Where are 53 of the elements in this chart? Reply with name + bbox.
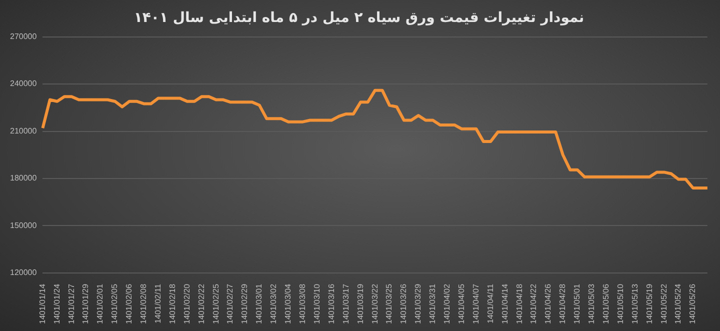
y-tick-label: 240000 (10, 79, 38, 88)
y-tick-label: 180000 (10, 174, 38, 183)
x-tick-label: 1401/02/05 (110, 283, 120, 324)
y-tick-label: 150000 (10, 220, 38, 230)
x-tick-label: 1401/03/25 (384, 283, 394, 324)
x-tick-label: 1401/02/06 (124, 283, 134, 324)
x-tick-label: 1401/04/28 (558, 283, 568, 324)
x-tick-label: 1401/04/22 (529, 283, 538, 324)
x-tick-label: 1401/03/01 (254, 283, 264, 324)
x-tick-label: 1401/05/06 (601, 283, 610, 324)
x-tick-label: 1401/03/08 (298, 283, 307, 324)
x-tick-label: 1401/05/13 (630, 283, 640, 324)
x-tick-label: 1401/03/26 (399, 283, 408, 324)
x-tick-label: 1401/05/24 (674, 283, 683, 324)
x-tick-label: 1401/03/04 (284, 283, 293, 324)
x-tick-label: 1401/05/03 (587, 283, 596, 324)
x-tick-label: 1401/01/24 (52, 283, 62, 324)
x-tick-label: 1401/03/17 (341, 283, 350, 324)
y-tick-label: 120000 (10, 268, 38, 278)
x-tick-label: 1401/02/11 (154, 283, 162, 324)
x-tick-label: 1401/05/01 (572, 283, 582, 324)
x-tick-label: 1401/03/16 (326, 283, 336, 324)
x-tick-label: 1401/02/27 (226, 283, 235, 324)
x-tick-label: 1401/04/05 (456, 283, 466, 324)
x-tick-label: 1401/05/22 (659, 283, 668, 324)
x-tick-label: 1401/02/08 (139, 283, 148, 324)
x-tick-label: 1401/02/01 (96, 283, 105, 324)
x-tick-label: 1401/03/19 (356, 283, 365, 324)
x-tick-label: 1401/03/02 (269, 283, 278, 324)
x-tick-label: 1401/02/22 (196, 283, 206, 324)
x-tick-label: 1401/05/26 (688, 283, 698, 324)
x-tick-label: 1401/04/11 (486, 283, 495, 324)
x-tick-label: 1401/02/20 (182, 283, 192, 324)
x-tick-label: 1401/02/25 (211, 283, 220, 324)
x-tick-label: 1401/05/10 (616, 283, 625, 324)
x-tick-label: 1401/03/22 (370, 283, 380, 324)
x-tick-label: 1401/03/29 (414, 283, 423, 324)
x-tick-label: 1401/01/27 (66, 283, 76, 324)
x-tick-label: 1401/03/31 (428, 283, 438, 324)
y-tick-label: 270000 (10, 32, 38, 42)
x-tick-label: 1401/02/18 (168, 283, 177, 324)
x-tick-label: 1401/01/14 (38, 283, 47, 324)
x-tick-label: 1401/05/19 (644, 283, 654, 324)
x-tick-label: 1401/02/29 (240, 283, 250, 324)
x-tick-label: 1401/04/26 (544, 283, 553, 324)
x-tick-label: 1401/04/18 (514, 283, 524, 324)
chart-title: نمودار تغییرات قیمت ورق سیاه ۲ میل در ۵ ماه ابتدایی سال ۱۴۰۱ (134, 10, 584, 26)
x-tick-label: 1401/04/07 (471, 283, 480, 324)
x-tick-label: 1401/04/14 (500, 283, 510, 324)
x-tick-label: 1401/01/29 (81, 283, 90, 324)
y-tick-label: 210000 (10, 126, 38, 136)
x-tick-label: 1401/03/10 (312, 283, 322, 324)
x-tick-label: 1401/04/02 (442, 283, 452, 324)
